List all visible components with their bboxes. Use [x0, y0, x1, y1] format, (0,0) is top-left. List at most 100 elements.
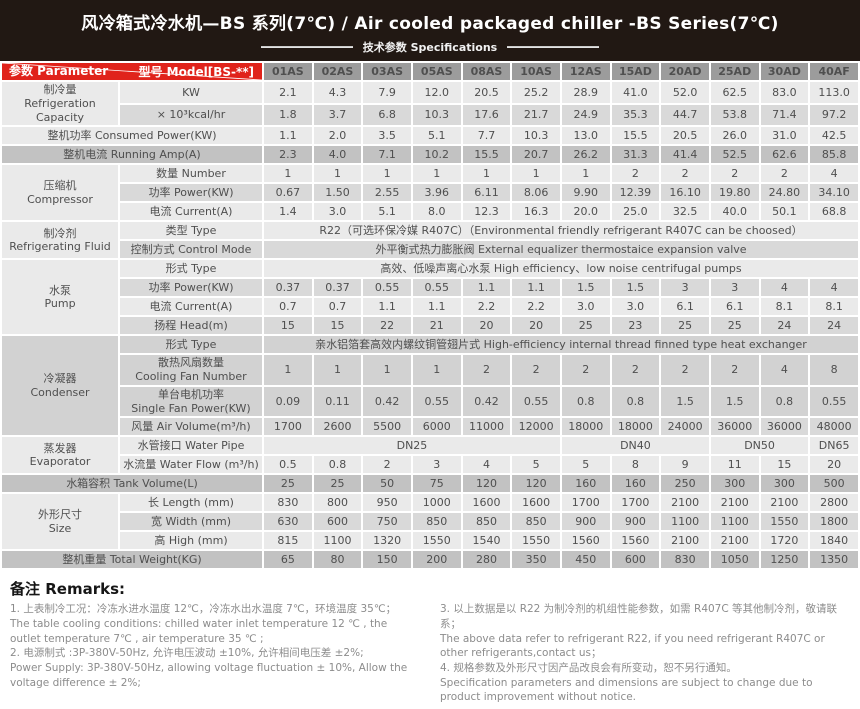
param-label-cell: 功率 Power(KW): [120, 279, 262, 297]
value-cell: 9: [661, 456, 709, 474]
value-cell: 22: [363, 317, 411, 335]
page-subtitle-row: 技术参数 Specifications: [0, 39, 860, 55]
value-cell: 50.1: [760, 203, 809, 221]
table-row: 单台电机功率 Single Fan Power(KW) 0.09 0.11 0.42 0.…: [2, 386, 858, 417]
value-cell: 16.10: [661, 184, 709, 202]
value-cell: 25: [264, 475, 312, 493]
value-cell: 2100: [661, 494, 709, 512]
value-cell: 2: [462, 355, 511, 385]
param-label-cell: 电流 Current(A): [120, 203, 262, 221]
value-cell: 7.9: [363, 82, 411, 103]
value-cell: 5: [512, 456, 560, 474]
value-cell: 1320: [363, 532, 411, 550]
value-cell: 2800: [810, 494, 858, 512]
value-cell: 16.3: [512, 203, 560, 221]
param-label-zh: 单台电机功率: [158, 387, 224, 401]
remark-line: Specification parameters and dimensions …: [440, 676, 813, 704]
table-row: 风量 Air Volume(m³/h) 1700 2600 5500 6000 11000…: [2, 418, 858, 436]
remark-line: Power Supply: 3P-380V-50Hz, allowing vol…: [10, 662, 408, 689]
value-cell: 830: [661, 551, 709, 569]
value-cell: 52.0: [661, 82, 709, 103]
value-cell: 1550: [760, 513, 809, 531]
param-group-zh: 冷凝器: [43, 372, 77, 385]
value-cell: 15: [264, 317, 312, 335]
value-cell: 11000: [462, 418, 511, 436]
param-label-cell: 水管接口 Water Pipe: [120, 437, 262, 455]
value-cell: 18000: [611, 418, 660, 436]
value-cell: 52.5: [710, 146, 759, 164]
value-cell: DN40: [561, 437, 709, 455]
value-cell: 0.37: [264, 279, 312, 297]
value-cell: 1.5: [710, 386, 759, 417]
value-cell: 20.5: [462, 82, 511, 103]
value-cell: 1.5: [661, 386, 709, 417]
model-column-header: 20AD: [661, 63, 709, 80]
value-cell: 2: [710, 355, 759, 385]
value-cell: 800: [313, 494, 362, 512]
value-cell: 0.8: [561, 386, 610, 417]
value-cell: 6.8: [363, 104, 411, 126]
table-row: 水流量 Water Flow (m³/h) 0.5 0.8 2 3 4 5 5 8 9 11 15 20: [2, 456, 858, 474]
value-cell: 10.3: [412, 104, 461, 126]
value-cell: DN65: [810, 437, 858, 455]
value-cell: 0.42: [363, 386, 411, 417]
value-cell: 36000: [760, 418, 809, 436]
value-cell: 1350: [810, 551, 858, 569]
value-cell: 5.1: [363, 203, 411, 221]
model-column-header: 25AD: [710, 63, 759, 80]
model-column-header: 15AD: [611, 63, 660, 80]
value-cell: 41.4: [661, 146, 709, 164]
value-cell: 3: [661, 279, 709, 297]
value-cell: 42.5: [810, 127, 858, 145]
value-cell: 9.90: [561, 184, 610, 202]
value-cell: 25.0: [611, 203, 660, 221]
value-cell: 20.5: [661, 127, 709, 145]
value-cell: 10.2: [412, 146, 461, 164]
value-cell: 1050: [710, 551, 759, 569]
remark-line: 2. 电源制式 :3P-380V-50Hz, 允许电压波动 ±10%, 允许相间…: [10, 647, 364, 660]
value-cell: 17.6: [462, 104, 511, 126]
remark-line: The above data refer to refrigerant R22,…: [440, 632, 825, 660]
value-cell: 1: [512, 165, 560, 183]
value-cell: 1540: [462, 532, 511, 550]
value-cell: 120: [462, 475, 511, 493]
value-cell: 26.2: [561, 146, 610, 164]
decorative-line-right: [507, 46, 600, 48]
value-cell: 2: [760, 165, 809, 183]
value-cell: 2600: [313, 418, 362, 436]
value-cell: 21: [412, 317, 461, 335]
table-row: 制冷量 Refrigeration Capacity KW 2.1 4.3 7.9 12.0…: [2, 82, 858, 126]
value-cell: 6.11: [462, 184, 511, 202]
corner-model-label: 型号 Model[BS-**]: [138, 65, 255, 79]
param-label-cell: 水箱容积 Tank Volume(L): [2, 475, 262, 493]
param-label-cell: 类型 Type: [120, 222, 262, 240]
value-cell: 24.80: [760, 184, 809, 202]
value-cell: 0.55: [412, 386, 461, 417]
value-cell: 3.5: [363, 127, 411, 145]
param-label-cell: 风量 Air Volume(m³/h): [120, 418, 262, 436]
remarks-heading: 备注 Remarks:: [10, 580, 125, 599]
value-cell: 25: [561, 317, 610, 335]
param-label-cell: × 10³kcal/hr: [120, 104, 262, 126]
value-cell: 2.0: [313, 127, 362, 145]
value-cell: 160: [611, 475, 660, 493]
value-cell: 25: [710, 317, 759, 335]
value-cell: 350: [512, 551, 560, 569]
value-cell: 3.7: [313, 104, 362, 126]
param-group-en: Evaporator: [29, 455, 91, 469]
diagonal-divider: [2, 63, 262, 80]
value-cell: 1100: [313, 532, 362, 550]
value-cell: 3.96: [412, 184, 461, 202]
value-cell: 8.0: [412, 203, 461, 221]
value-cell: 815: [264, 532, 312, 550]
param-label-cell: 电流 Current(A): [120, 298, 262, 316]
value-cell: 1100: [710, 513, 759, 531]
value-cell: 2: [611, 165, 660, 183]
param-group-zh: 外形尺寸: [38, 508, 82, 521]
spec-table-head: 型号 Model[BS-**] 参数 Parameter 01AS 02AS 03A…: [2, 63, 858, 80]
value-cell: 4.0: [313, 146, 362, 164]
value-cell: 23: [611, 317, 660, 335]
value-span-cell: R22（可选环保冷媒 R407C）（Environmental friendly…: [264, 222, 858, 240]
value-cell: 250: [661, 475, 709, 493]
